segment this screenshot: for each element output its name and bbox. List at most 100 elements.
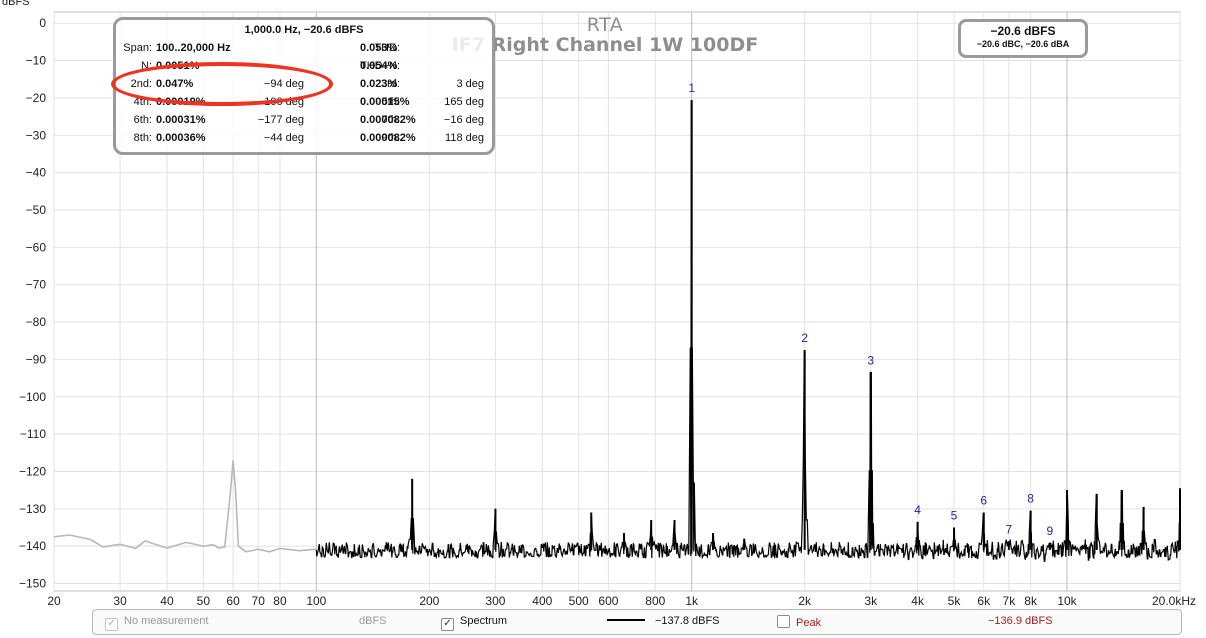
chart-title-block: RTA IF7 Right Channel 1W 100DF xyxy=(430,14,780,56)
harmonic-value: 0.00036% xyxy=(156,132,206,144)
harmonic-value: 0.000082% xyxy=(360,132,416,144)
harmonic-phase: 118 deg xyxy=(445,132,484,144)
harmonic-marker-label: 4 xyxy=(914,503,921,517)
span-label: Span: xyxy=(123,42,152,54)
harmonic-marker-label: 3 xyxy=(867,353,874,367)
harmonic-value: 0.023% xyxy=(360,78,398,90)
panel-row-harmonics-2-3: 2nd: 0.047% −94 deg 3rd: 0.023% 3 deg xyxy=(116,78,492,95)
panel-row-harmonics-4-5: 4th: 0.00019% 100 deg 5th: 0.00015% 165 … xyxy=(116,96,492,113)
harmonic-phase: −177 deg xyxy=(257,114,304,126)
y-tick-label: −120 xyxy=(19,464,46,478)
x-tick-label: 800 xyxy=(645,594,665,606)
thdn-value: 0.054% xyxy=(360,60,398,72)
y-tick-label: −40 xyxy=(26,166,47,180)
thdn-label: THD+N: xyxy=(359,60,400,72)
x-tick-label: 60 xyxy=(226,594,240,606)
grey-trace-line xyxy=(53,460,317,553)
x-tick-label: 200 xyxy=(419,594,439,606)
y-tick-label: −30 xyxy=(26,128,47,142)
harmonic-label: 5th: xyxy=(381,96,400,108)
y-tick-label: 0 xyxy=(39,16,46,30)
level-readout-box[interactable]: −20.6 dBFS −20.6 dBC, −20.6 dBA xyxy=(958,19,1088,58)
harmonic-marker-label: 1 xyxy=(688,81,695,95)
x-tick-label: 300 xyxy=(485,594,505,606)
x-tick-label: 8k xyxy=(1024,594,1038,606)
harmonic-value: 0.047% xyxy=(156,78,194,90)
y-tick-label: −10 xyxy=(26,54,47,68)
x-tick-label: 50 xyxy=(197,594,211,606)
span-value: 100..20,000 Hz xyxy=(156,42,231,54)
n-label: N: xyxy=(141,60,152,72)
y-tick-label: −110 xyxy=(20,427,46,441)
x-tick-label: 600 xyxy=(598,594,618,606)
harmonic-value: 0.00019% xyxy=(156,96,206,108)
harmonic-phase: 165 deg xyxy=(444,96,484,108)
panel-row-harmonics-8-9: 8th: 0.00036% −44 deg 9th: 0.000082% 118… xyxy=(116,132,492,149)
legend-item-spectrum-value: −137.8 dBFS xyxy=(607,615,720,627)
legend-item-spectrum[interactable]: ✓ Spectrum xyxy=(441,615,507,631)
harmonic-phase: 100 deg xyxy=(264,96,304,108)
x-tick-label: 2k xyxy=(798,594,812,606)
x-tick-label: 3k xyxy=(864,594,878,606)
panel-row-harmonics-6-7: 6th: 0.00031% −177 deg 7th: 0.000082% −1… xyxy=(116,114,492,131)
harmonic-marker-label: 9 xyxy=(1046,524,1053,538)
no-measurement-label: No measurement xyxy=(124,615,209,627)
n-value: 0.0051% xyxy=(156,60,200,72)
harmonic-label: 2nd: xyxy=(130,78,152,90)
y-tick-label: −130 xyxy=(19,502,46,516)
level-readout-main: −20.6 dBFS xyxy=(990,24,1056,38)
y-tick-label: −60 xyxy=(26,240,47,254)
x-tick-label: 1k xyxy=(685,594,699,606)
panel-row-span: Span: 100..20,000 Hz THD: 0.053% xyxy=(116,42,492,59)
harmonic-label: 9th: xyxy=(381,132,400,144)
harmonic-marker-label: 2 xyxy=(801,331,808,345)
legend-bar: ✓ No measurement dBFS ✓ Spectrum −137.8 dB… xyxy=(92,609,1182,635)
no-measurement-unit: dBFS xyxy=(359,615,387,627)
x-tick-label: 10k xyxy=(1057,594,1077,606)
y-tick-label: −150 xyxy=(19,577,46,591)
harmonic-phase: −94 deg xyxy=(263,78,304,90)
x-tick-label: 30 xyxy=(113,594,127,606)
x-tick-label: 80 xyxy=(273,594,287,606)
harmonic-phase: −44 deg xyxy=(263,132,304,144)
peak-value: −136.9 dBFS xyxy=(988,615,1053,627)
y-tick-label: −90 xyxy=(26,352,47,366)
distortion-summary-panel[interactable]: 1,000.0 Hz, −20.6 dBFS Span: 100..20,000… xyxy=(113,17,495,155)
panel-header: 1,000.0 Hz, −20.6 dBFS xyxy=(244,24,364,36)
checkbox-no-measurement[interactable]: ✓ xyxy=(105,618,118,631)
x-tick-label: 40 xyxy=(160,594,174,606)
harmonic-label: 4th: xyxy=(133,96,152,108)
harmonic-marker-label: 5 xyxy=(951,508,958,522)
spectrum-trace-line xyxy=(315,100,1180,562)
harmonic-value: 0.00031% xyxy=(156,114,206,126)
y-tick-label: −50 xyxy=(26,203,47,217)
harmonic-label: 7th: xyxy=(381,114,400,126)
x-tick-label: 500 xyxy=(569,594,589,606)
y-axis-unit: dBFS xyxy=(2,0,30,8)
thd-value: 0.053% xyxy=(360,42,398,54)
harmonic-phase: −16 deg xyxy=(443,114,484,126)
spectrum-label: Spectrum xyxy=(460,615,508,627)
harmonic-value: 0.00015% xyxy=(360,96,410,108)
harmonic-phase: 3 deg xyxy=(456,78,484,90)
legend-item-peak[interactable]: Peak xyxy=(777,615,821,629)
checkbox-spectrum[interactable]: ✓ xyxy=(441,618,454,631)
harmonic-value: 0.000082% xyxy=(360,114,416,126)
thd-label: THD: xyxy=(374,42,400,54)
x-tick-label: 100 xyxy=(306,594,326,606)
chart-title: RTA xyxy=(586,14,624,36)
harmonic-label: 6th: xyxy=(133,114,152,126)
x-tick-label: 4k xyxy=(911,594,925,606)
x-tick-label: 400 xyxy=(532,594,552,606)
y-tick-label: −140 xyxy=(19,539,46,553)
legend-item-no-measurement[interactable]: ✓ No measurement xyxy=(105,615,208,631)
harmonic-marker-label: 8 xyxy=(1027,492,1034,506)
x-tick-label: 20 xyxy=(47,594,61,606)
spectrum-line-swatch xyxy=(607,619,645,621)
y-tick-label: −20 xyxy=(26,91,47,105)
checkbox-peak[interactable] xyxy=(777,615,790,628)
peak-label: Peak xyxy=(796,617,822,629)
x-tick-label: 20.0kHz xyxy=(1152,594,1196,606)
x-tick-label: 7k xyxy=(1003,594,1017,606)
